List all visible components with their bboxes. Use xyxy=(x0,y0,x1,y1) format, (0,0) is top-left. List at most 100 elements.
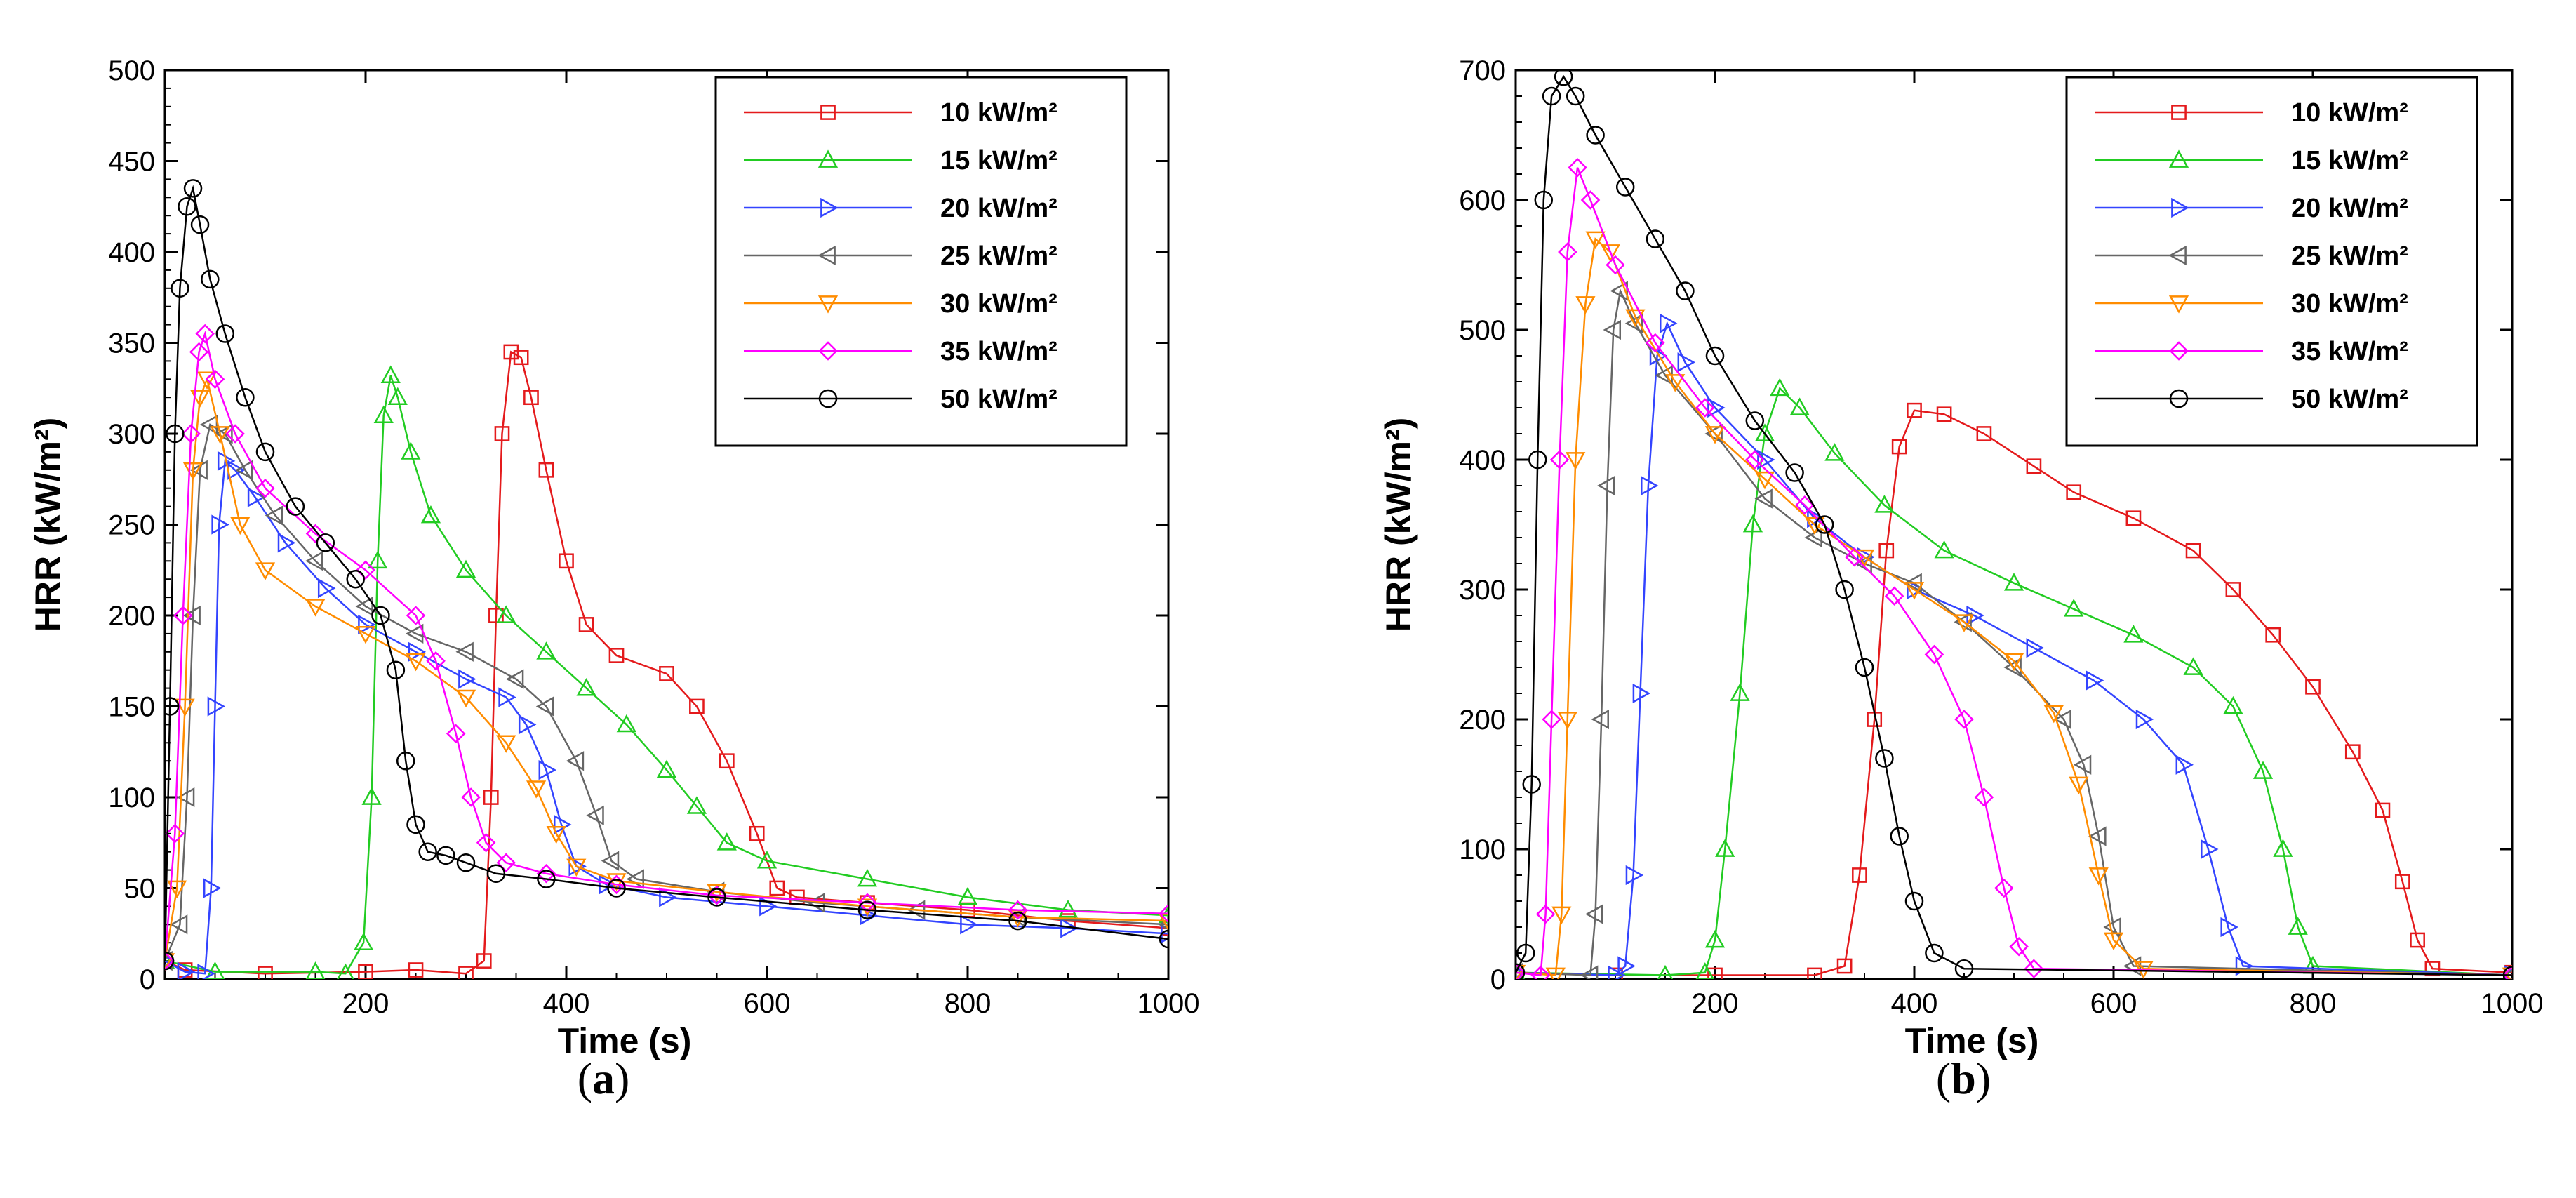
data-point xyxy=(230,517,251,535)
legend-entry: 20 kW/m² xyxy=(2291,194,2408,223)
data-point xyxy=(165,951,175,971)
data-point xyxy=(513,350,529,366)
data-point xyxy=(1890,827,1909,846)
data-point xyxy=(2053,709,2071,730)
data-point xyxy=(205,369,225,390)
data-point xyxy=(707,884,727,903)
data-point xyxy=(169,914,188,935)
legend-marker xyxy=(818,389,838,408)
y-tick-label: 0 xyxy=(140,964,155,995)
data-point xyxy=(608,648,625,663)
data-point xyxy=(769,880,785,896)
series-line-5 xyxy=(1516,167,2512,976)
data-point xyxy=(523,390,539,406)
data-point xyxy=(2003,653,2024,672)
y-axis-title: HRR (kW/m²) xyxy=(1379,418,1418,632)
data-point xyxy=(1704,426,1726,444)
data-point xyxy=(1585,904,1603,924)
data-point xyxy=(247,487,266,507)
legend-marker xyxy=(817,245,836,266)
y-tick-label: 200 xyxy=(1459,705,1506,736)
legend-marker xyxy=(817,149,839,168)
y-tick-label: 100 xyxy=(1459,834,1506,865)
data-point xyxy=(2026,458,2042,474)
legend-marker xyxy=(2168,245,2187,266)
x-tick-label: 200 xyxy=(342,988,389,1019)
series-line-3 xyxy=(165,423,1168,961)
y-tick-label: 500 xyxy=(108,55,155,86)
data-point xyxy=(182,605,201,626)
data-point xyxy=(1542,86,1561,106)
legend: 10 kW/m² 15 kW/m² 20 kW/m² 25 kW/m² 30 kW/m²… xyxy=(2065,76,2478,447)
x-tick-label: 600 xyxy=(2090,988,2137,1019)
data-point xyxy=(1649,345,1668,366)
data-point xyxy=(2088,826,2107,846)
data-point xyxy=(1891,439,1907,455)
data-point xyxy=(488,608,504,623)
x-tick-label: 800 xyxy=(2290,988,2337,1019)
data-point xyxy=(1516,962,1526,979)
data-point xyxy=(857,900,877,919)
data-point xyxy=(1585,231,1606,250)
data-point xyxy=(358,614,376,635)
data-point xyxy=(1976,426,1992,441)
legend-entry: 50 kW/m² xyxy=(940,385,1057,414)
data-point xyxy=(1060,918,1079,938)
legend-entry: 35 kW/m² xyxy=(940,337,1057,366)
data-point xyxy=(1884,586,1904,606)
data-point xyxy=(236,387,255,407)
data-point xyxy=(1852,867,1867,883)
series-group xyxy=(1516,70,2512,979)
data-point xyxy=(346,569,365,589)
data-point xyxy=(2103,917,2121,938)
data-point xyxy=(461,787,481,807)
data-point xyxy=(2125,510,2142,526)
data-point xyxy=(371,606,390,625)
legend-marker xyxy=(818,341,838,361)
data-point xyxy=(1603,319,1622,340)
data-point xyxy=(1715,839,1735,857)
data-point xyxy=(1646,333,1665,353)
data-point xyxy=(205,961,225,979)
data-point xyxy=(2123,625,2144,643)
data-point xyxy=(1580,965,1599,979)
data-point xyxy=(189,390,211,408)
data-point xyxy=(1659,313,1678,333)
data-point xyxy=(1704,423,1723,444)
data-point xyxy=(1625,865,1644,886)
legend-marker xyxy=(820,105,836,120)
series-line-6 xyxy=(165,185,1168,961)
data-point xyxy=(476,832,496,853)
data-point xyxy=(408,962,424,978)
data-point xyxy=(2135,709,2154,730)
chart-panel-a: 0 50 100 150 200 250 300 350 400 450 500 200 400 600 8… xyxy=(28,55,1199,1060)
data-point xyxy=(537,870,556,888)
data-point xyxy=(1795,495,1815,515)
x-tick-label: 400 xyxy=(1891,988,1938,1019)
data-point xyxy=(566,858,587,877)
y-tick-label: 250 xyxy=(108,510,155,541)
data-point xyxy=(1854,549,1875,568)
data-point xyxy=(426,651,446,671)
legend-entry: 30 kW/m² xyxy=(940,289,1057,319)
data-point xyxy=(2183,657,2203,675)
data-point xyxy=(258,966,273,979)
data-point xyxy=(1845,547,1864,567)
legend: 10 kW/m² 15 kW/m² 20 kW/m² 25 kW/m² 30 kW/m²… xyxy=(714,76,1128,447)
data-point xyxy=(1516,963,1526,979)
legend-marker xyxy=(2169,389,2189,408)
data-point xyxy=(355,596,373,617)
legend-entry: 30 kW/m² xyxy=(2291,289,2408,319)
data-point xyxy=(496,605,516,623)
y-tick-label: 600 xyxy=(1459,185,1506,216)
data-point xyxy=(1549,450,1570,470)
data-point xyxy=(1874,495,1895,513)
y-tick-label: 100 xyxy=(108,783,155,813)
data-point xyxy=(1754,423,1775,441)
data-point xyxy=(1835,580,1854,599)
data-point xyxy=(716,832,737,851)
data-point xyxy=(1665,374,1686,392)
y-tick-label: 450 xyxy=(108,147,155,178)
data-point xyxy=(719,753,735,769)
y-tick-label: 200 xyxy=(108,601,155,632)
